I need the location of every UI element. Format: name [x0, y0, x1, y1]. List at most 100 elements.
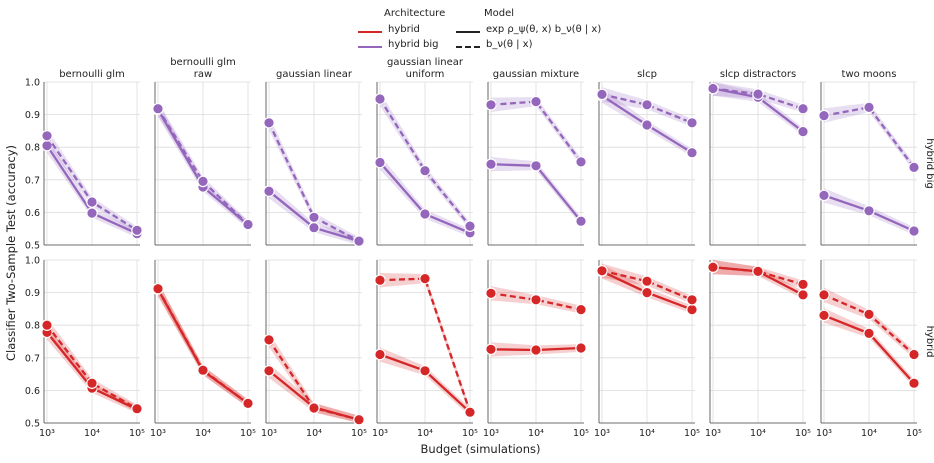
column-title: raw: [194, 69, 212, 80]
data-point: [797, 102, 809, 115]
column-title: two moons: [842, 69, 897, 80]
data-point: [419, 208, 431, 220]
data-point: [131, 224, 143, 237]
data-point: [686, 117, 698, 129]
series-line-dashed: [823, 106, 915, 169]
data-point: [641, 286, 653, 299]
data-point: [752, 265, 764, 278]
y-tick-label: 0.5: [25, 241, 40, 252]
data-point: [419, 164, 431, 177]
data-point: [908, 377, 920, 389]
data-point: [863, 308, 875, 321]
y-tick-label: 0.9: [25, 110, 40, 121]
data-point: [242, 397, 254, 410]
data-point: [263, 334, 275, 346]
data-point: [818, 109, 830, 122]
data-point: [596, 88, 608, 101]
x-tick-label: 10³: [816, 428, 832, 439]
y-tick-label: 0.6: [25, 386, 40, 397]
series-line-dashed: [712, 87, 804, 110]
x-tick-label: 10⁵: [573, 428, 589, 439]
legend-hybrid-big-swatch: [358, 46, 382, 48]
x-tick-label: 10⁴: [84, 428, 100, 439]
data-point: [464, 220, 476, 232]
confidence-band: [380, 347, 470, 417]
legend-hybrid-big-label: hybrid big: [388, 39, 439, 50]
x-tick-label: 10⁴: [528, 428, 544, 439]
data-point: [41, 319, 53, 331]
x-tick-label: 10⁵: [795, 428, 811, 439]
data-point: [152, 102, 164, 115]
data-point: [41, 130, 53, 142]
data-point: [419, 272, 431, 285]
confidence-band: [824, 102, 914, 172]
data-point: [575, 303, 587, 316]
data-point: [374, 348, 386, 361]
x-tick-label: 10³: [39, 428, 55, 439]
confidence-band: [47, 128, 137, 235]
x-tick-label: 10⁵: [684, 428, 700, 439]
data-point: [686, 293, 698, 306]
data-point: [641, 99, 653, 111]
data-point: [308, 221, 320, 234]
data-point: [263, 185, 275, 197]
y-tick-label: 0.8: [25, 321, 40, 332]
x-tick-label: 10⁵: [351, 428, 367, 439]
data-point: [797, 289, 809, 301]
x-tick-label: 10³: [483, 428, 499, 439]
data-point: [353, 413, 365, 426]
x-tick-label: 10⁴: [639, 428, 655, 439]
y-tick-label: 0.8: [25, 143, 40, 154]
data-point: [797, 125, 809, 138]
confidence-band: [491, 97, 581, 166]
data-point: [353, 235, 365, 247]
data-point: [686, 303, 698, 316]
data-point: [197, 175, 209, 188]
legend: Architecture hybrid hybrid big Model exp…: [356, 6, 601, 58]
legend-model-title: Model: [484, 8, 515, 19]
legend-solid-swatch: [456, 31, 480, 33]
column-title: gaussian linear: [276, 69, 353, 80]
column-title: slcp: [637, 69, 657, 80]
x-tick-label: 10⁴: [750, 428, 766, 439]
y-axis-title: Classifier Two-Sample Test (accuracy): [4, 144, 18, 361]
series-line-dashed: [490, 292, 582, 311]
data-point: [242, 218, 254, 231]
data-point: [707, 82, 719, 95]
confidence-band: [158, 281, 248, 408]
y-tick-label: 0.7: [25, 353, 40, 364]
data-point: [863, 327, 875, 340]
data-point: [863, 205, 875, 217]
column-title: slcp distractors: [720, 69, 796, 80]
column-title: uniform: [406, 69, 445, 80]
data-point: [575, 156, 587, 168]
row-label: hybrid big: [924, 138, 934, 189]
confidence-band: [713, 82, 803, 136]
data-point: [641, 119, 653, 131]
data-point: [641, 275, 653, 287]
legend-dashed-swatch: [456, 46, 480, 48]
series-line-dashed: [156, 288, 249, 405]
legend-hybrid-swatch: [358, 31, 382, 33]
data-point: [464, 406, 476, 418]
data-point: [308, 211, 320, 224]
data-point: [530, 293, 542, 306]
x-tick-label: 10⁵: [906, 428, 922, 439]
series-line-dashed: [601, 269, 693, 301]
series-line-dashed: [712, 266, 804, 286]
series-line-dashed: [601, 93, 693, 124]
y-tick-label: 1.0: [25, 78, 40, 89]
data-point: [818, 289, 830, 301]
data-point: [152, 282, 164, 295]
legend-architecture-title: Architecture: [384, 8, 446, 19]
column-title: gaussian mixture: [493, 69, 579, 80]
y-tick-label: 0.7: [25, 175, 40, 186]
data-point: [263, 117, 275, 129]
y-tick-label: 0.5: [25, 419, 40, 430]
x-tick-label: 10³: [150, 428, 166, 439]
column-title: bernoulli glm: [170, 57, 236, 68]
confidence-band: [158, 282, 248, 408]
legend-dashed-label: b_ν(θ | x): [486, 39, 533, 50]
x-tick-label: 10⁵: [129, 428, 145, 439]
data-point: [908, 225, 920, 237]
